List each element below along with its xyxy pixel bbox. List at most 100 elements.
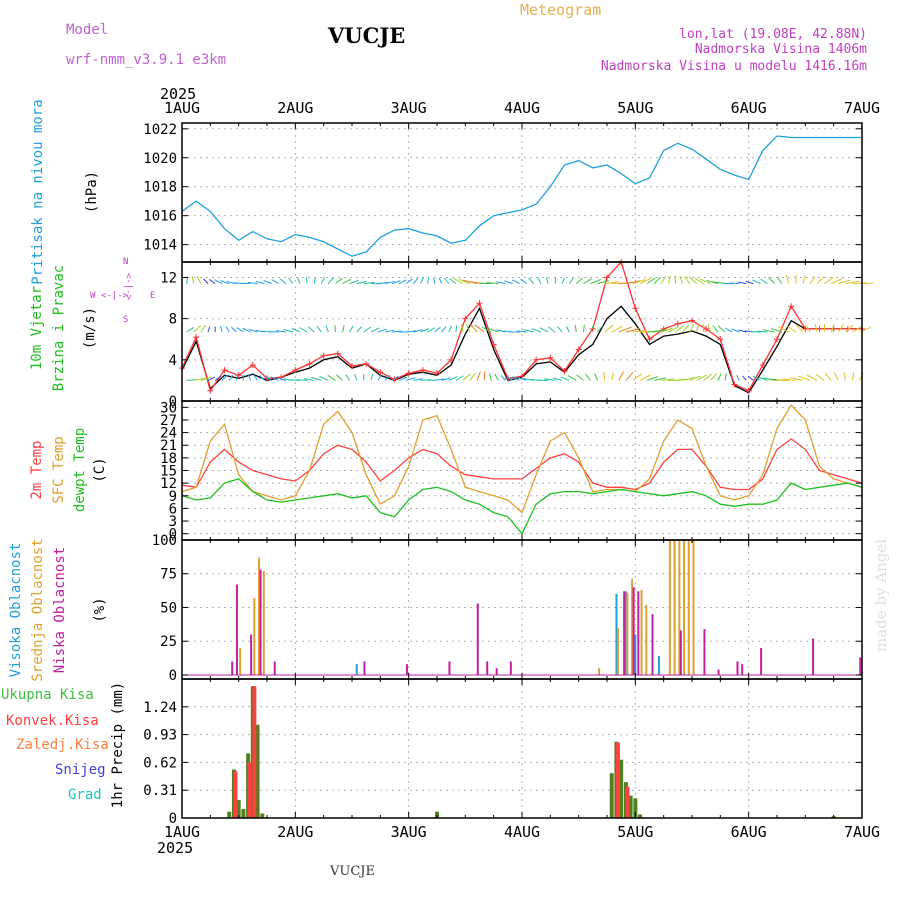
wind-barb	[494, 373, 499, 381]
wind-barb	[291, 328, 301, 333]
temp-label-2m: 2m Temp	[29, 440, 45, 499]
wind-barb	[590, 324, 595, 333]
wind-barb	[717, 325, 726, 333]
bar	[255, 724, 260, 818]
bar	[633, 798, 638, 818]
bar	[703, 629, 706, 675]
bar	[435, 811, 439, 818]
bar	[247, 762, 252, 818]
wind-barb	[814, 323, 818, 333]
bar	[625, 786, 630, 818]
wind-barb	[653, 276, 661, 284]
wind-barb	[625, 328, 641, 333]
y-tick-label: 50	[160, 600, 177, 616]
wind-barb	[694, 277, 705, 285]
bar	[616, 627, 619, 675]
wind-barb	[486, 281, 499, 285]
wind-barb	[531, 328, 542, 333]
wind-barb	[747, 375, 754, 381]
marks	[179, 135, 874, 818]
wind-barb	[391, 375, 399, 381]
y-tick-label: 30	[160, 400, 177, 416]
wind-barb	[259, 375, 265, 381]
wind-barb	[203, 278, 209, 284]
wind-barb	[590, 278, 601, 285]
meteogram-title: Meteogram	[520, 1, 601, 19]
wind-barb	[255, 280, 265, 285]
wind-barb	[270, 376, 280, 381]
wind-barb	[455, 325, 458, 333]
wind-barb	[823, 277, 834, 285]
wind-barb	[356, 280, 367, 285]
wind-barb	[603, 371, 606, 381]
wind-barb	[625, 371, 634, 381]
wind-barb	[520, 278, 528, 285]
wind-barb	[193, 325, 201, 333]
wind-barb	[539, 327, 549, 333]
wind-barb	[707, 324, 712, 333]
wind-barb	[363, 281, 375, 285]
wind-barb	[455, 375, 464, 381]
y-tick-label: 1020	[143, 151, 177, 167]
wind-barb	[554, 276, 557, 284]
wind-barb	[413, 378, 424, 381]
wind-barb	[737, 281, 747, 285]
wind-barb	[207, 326, 211, 333]
bar	[741, 664, 744, 675]
bar	[760, 647, 763, 675]
bar	[631, 579, 634, 675]
series-line	[181, 478, 863, 535]
wind-barb	[837, 324, 845, 333]
year-bottom: 2025	[157, 839, 193, 857]
bar	[236, 800, 241, 818]
wind-barb	[689, 375, 702, 381]
y-tick-label: 0.31	[143, 783, 177, 799]
axes: 1AUG 1AUG 2AUG 2AUG 3AUG 3AUG 4AUG 4AUG 5AUG 5AUG…	[143, 99, 880, 841]
wind-barb	[682, 376, 695, 381]
bar	[259, 569, 262, 675]
wind-barb	[725, 327, 733, 333]
year-top: 2025	[160, 85, 196, 103]
compass-w: W	[90, 291, 96, 301]
compass-rose: W E <-|-> <-|-> N S	[90, 257, 155, 325]
bar	[598, 668, 601, 675]
wind-barb	[186, 327, 195, 333]
wind-barb	[511, 279, 520, 285]
wind-barb	[458, 278, 471, 285]
wind-barb	[398, 279, 407, 285]
wind-barb	[500, 375, 506, 381]
wind-barb	[413, 329, 423, 333]
x-label-bottom: 2AUG	[277, 823, 313, 841]
wind-barb	[831, 278, 843, 285]
x-label-top: 2AUG	[277, 99, 313, 117]
x-label-bottom: 4AUG	[504, 823, 540, 841]
wind-barb	[427, 327, 436, 333]
wind-barb	[852, 325, 863, 333]
bar	[227, 811, 232, 818]
wind-barb	[474, 324, 485, 333]
wind-barb	[303, 378, 315, 381]
y-tick-label: 1.24	[143, 700, 177, 716]
wind-barb	[548, 326, 556, 333]
bar	[673, 540, 676, 675]
x-label-bottom: 1AUG	[164, 823, 200, 841]
wind-barb	[420, 277, 424, 284]
wind-barb	[682, 324, 690, 333]
y-tick-label: 3	[169, 514, 177, 530]
x-label-top: 5AUG	[617, 99, 653, 117]
temp-label-sfc: SFC Temp	[51, 436, 67, 503]
wind-barb	[420, 328, 430, 333]
wind-barb	[427, 277, 430, 284]
cloud-label-low: Niska Oblacnost	[52, 547, 68, 673]
bar	[687, 540, 690, 675]
bar	[634, 634, 637, 675]
wind-barb	[576, 374, 584, 381]
wind-barb	[646, 376, 658, 381]
wind-barb	[582, 325, 585, 333]
wind-barb	[661, 327, 673, 333]
bar	[651, 614, 654, 675]
wind-barb	[345, 374, 351, 381]
wind-barb	[537, 277, 542, 284]
wind-barb	[731, 328, 740, 333]
y-tick-label: 1014	[143, 238, 177, 254]
